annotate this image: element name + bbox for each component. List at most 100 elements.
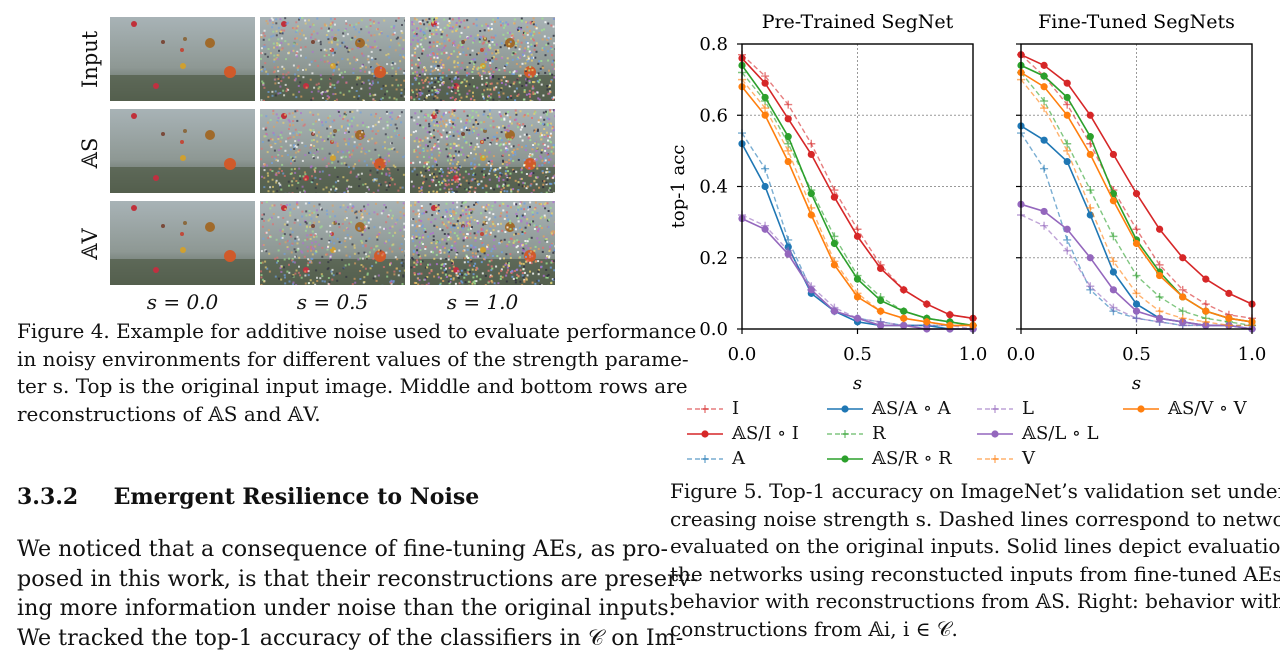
- legend-swatch: [1123, 405, 1159, 413]
- row-label-input: Input: [78, 30, 102, 88]
- data-point: [1086, 254, 1094, 262]
- data-point: [1063, 146, 1072, 155]
- data-point: [761, 72, 770, 81]
- data-point: [1040, 83, 1048, 91]
- data-point: [761, 225, 769, 233]
- noise-example-image: [260, 17, 405, 101]
- col-label-s1: s = 1.0: [446, 290, 519, 314]
- data-point: [761, 93, 769, 102]
- data-point: [1063, 100, 1072, 109]
- data-point: [1156, 271, 1164, 280]
- data-point: [807, 139, 816, 148]
- legend-item: 𝔸S/V ∘ V: [1122, 398, 1247, 419]
- legend-swatch: [827, 455, 863, 463]
- data-point: [1109, 268, 1117, 276]
- y-tick-label: 0.2: [699, 248, 728, 269]
- data-point: [853, 293, 862, 301]
- data-point: [1225, 289, 1233, 297]
- data-point: [1201, 317, 1210, 326]
- legend-label: 𝔸S/V ∘ V: [1168, 398, 1247, 419]
- noise-example-image: [110, 109, 255, 193]
- legend-label: 𝔸S/A ∘ A: [872, 398, 951, 419]
- legend-item: 𝔸S/I ∘ I: [686, 423, 799, 444]
- data-point: [1132, 300, 1141, 308]
- series-line: [741, 214, 974, 330]
- data-point: [1109, 257, 1118, 266]
- data-point: [1155, 307, 1164, 316]
- data-point: [1040, 61, 1048, 69]
- data-point: [1132, 307, 1141, 315]
- section-title: Emergent Resilience to Noise: [113, 484, 480, 510]
- series-line: [1020, 72, 1253, 327]
- col-label-s0: s = 0.0: [146, 290, 219, 314]
- data-point: [1063, 157, 1071, 166]
- data-point: [1132, 225, 1141, 234]
- data-point: [1109, 150, 1117, 159]
- legend-swatch: [827, 405, 863, 413]
- data-point: [1132, 289, 1141, 298]
- data-point: [784, 250, 792, 258]
- x-tick-label: 0.5: [1122, 344, 1151, 365]
- data-point: [1063, 79, 1071, 87]
- data-point: [830, 186, 839, 195]
- figure4-caption: Figure 4. Example for additive noise use…: [17, 319, 697, 426]
- data-point: [877, 307, 885, 315]
- data-point: [807, 211, 815, 219]
- data-point: [784, 146, 793, 155]
- data-point: [761, 182, 769, 191]
- x-tick-label: 0.0: [728, 344, 757, 365]
- legend-item: R: [826, 423, 886, 444]
- data-point: [877, 264, 885, 273]
- data-point: [1040, 136, 1048, 144]
- legend-label: 𝔸S/L ∘ L: [1022, 423, 1099, 444]
- data-point: [900, 307, 908, 315]
- legend-swatch: [977, 430, 1013, 438]
- chart-title: Fine-Tuned SegNets: [1038, 11, 1235, 33]
- data-point: [1086, 186, 1095, 195]
- noise-example-image: [260, 201, 405, 285]
- legend-swatch: [687, 455, 723, 463]
- data-point: [1086, 150, 1094, 159]
- data-point: [1132, 271, 1141, 280]
- data-point: [853, 275, 862, 283]
- legend-item: 𝔸S/R ∘ R: [826, 448, 952, 469]
- legend-swatch: [687, 405, 723, 413]
- legend-swatch: [827, 430, 863, 438]
- legend-swatch: [687, 430, 723, 438]
- data-point: [1040, 97, 1049, 105]
- data-point: [1063, 246, 1072, 255]
- data-point: [1063, 93, 1071, 102]
- data-point: [1202, 307, 1210, 315]
- legend-item: L: [976, 398, 1034, 419]
- data-point: [1179, 254, 1187, 262]
- data-point: [1086, 282, 1095, 291]
- data-point: [1063, 235, 1072, 244]
- section-body: We noticed that a consequence of fine-tu…: [17, 536, 698, 651]
- noise-example-image: [110, 201, 255, 285]
- data-point: [761, 79, 769, 87]
- data-point: [1040, 104, 1049, 113]
- data-point: [1040, 72, 1048, 80]
- col-label-s05: s = 0.5: [296, 290, 369, 314]
- data-point: [1063, 111, 1071, 119]
- data-point: [1156, 314, 1164, 322]
- x-axis-label: s: [1132, 373, 1141, 394]
- data-point: [1202, 275, 1210, 283]
- data-point: [1178, 285, 1187, 294]
- data-point: [877, 296, 885, 305]
- data-point: [830, 193, 839, 201]
- data-point: [853, 225, 862, 234]
- data-point: [1040, 164, 1049, 173]
- x-tick-label: 1.0: [1238, 344, 1267, 365]
- row-label-as: 𝔸S: [78, 137, 102, 169]
- y-tick-label: 0.4: [699, 177, 728, 198]
- y-tick-label: 0.6: [699, 105, 728, 126]
- data-point: [761, 104, 770, 113]
- data-point: [923, 300, 931, 308]
- noise-example-image: [410, 17, 555, 101]
- data-point: [1109, 303, 1118, 312]
- data-point: [807, 150, 815, 159]
- data-point: [1040, 221, 1049, 230]
- data-point: [1109, 197, 1117, 205]
- data-point: [877, 321, 885, 330]
